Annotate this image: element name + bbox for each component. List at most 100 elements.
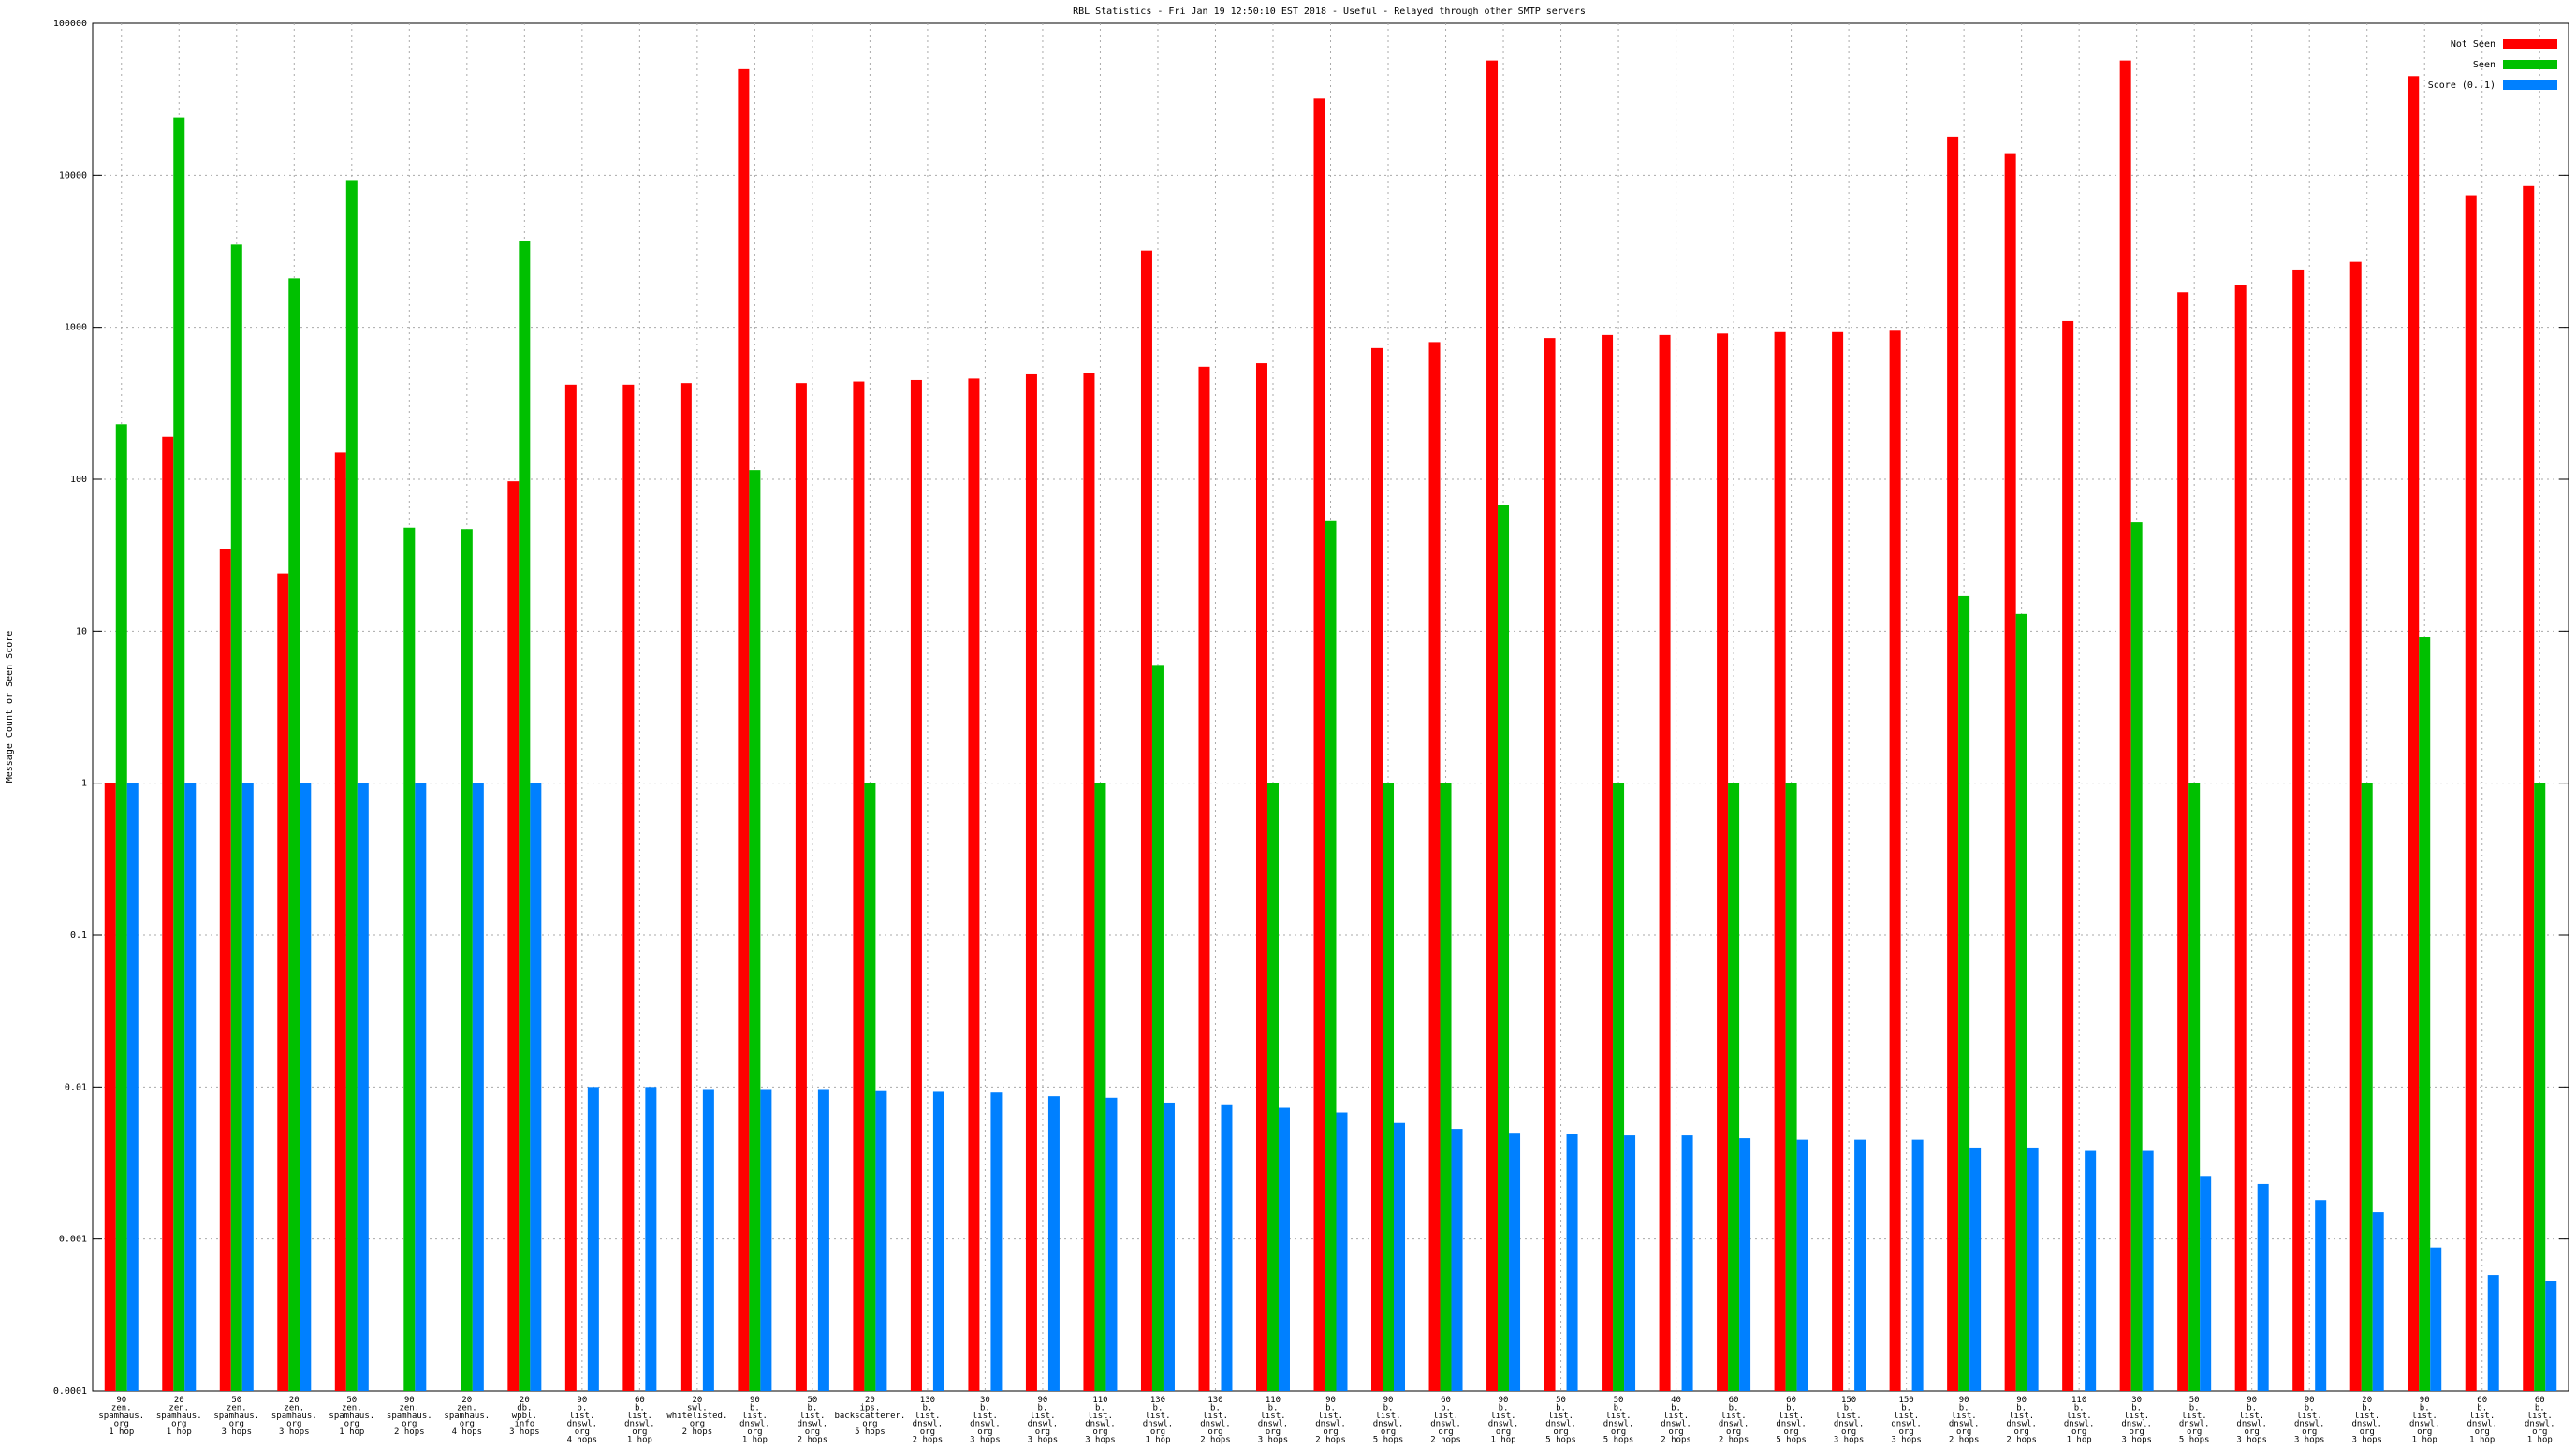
bar xyxy=(2234,285,2247,1392)
bar xyxy=(415,783,427,1391)
bar xyxy=(1336,1112,1348,1391)
bar xyxy=(1498,505,1510,1391)
bar xyxy=(2085,1150,2097,1391)
bar xyxy=(622,384,635,1391)
bar xyxy=(1613,783,1625,1391)
x-tick-label: 60 b. list. dnswl. org 5 hops xyxy=(1776,1396,1807,1445)
x-tick-label: 90 b. list. dnswl. org 2 hops xyxy=(1949,1396,1980,1445)
bar xyxy=(1739,1138,1751,1391)
x-tick-label: 150 b. list. dnswl. org 3 hops xyxy=(1834,1396,1865,1445)
bar xyxy=(1911,1139,1924,1391)
bar xyxy=(1544,338,1556,1392)
bar xyxy=(1681,1135,1693,1391)
bar xyxy=(1854,1139,1866,1391)
x-tick-label: 50 b. list. dnswl. org 5 hops xyxy=(1545,1396,1576,1445)
x-tick-label: 90 b. list. dnswl. org 1 hop xyxy=(739,1396,770,1445)
bar xyxy=(2534,783,2546,1391)
x-tick-label: 50 b. list. dnswl. org 2 hops xyxy=(798,1396,828,1445)
y-tick-label: 1 xyxy=(81,779,87,789)
bar xyxy=(2062,320,2074,1391)
bar xyxy=(230,244,242,1391)
bar xyxy=(1221,1104,1233,1391)
bar xyxy=(472,783,484,1391)
bar xyxy=(680,383,692,1391)
y-axis-label: Message Count or Seen Score xyxy=(5,631,15,783)
x-tick-label: 20 zen. spamhaus. org 1 hop xyxy=(156,1396,202,1437)
bar xyxy=(2465,195,2477,1391)
bar xyxy=(2523,185,2535,1391)
x-tick-label: 90 b. list. dnswl. org 4 hops xyxy=(567,1396,598,1445)
bar xyxy=(2419,637,2431,1391)
bar xyxy=(162,436,174,1391)
legend-label: Seen xyxy=(2473,60,2496,70)
bar xyxy=(530,783,542,1391)
x-tick-label: 50 zen. spamhaus. org 1 hop xyxy=(329,1396,374,1437)
bar xyxy=(749,470,761,1391)
bar xyxy=(2027,1147,2039,1391)
bar xyxy=(1440,783,1452,1391)
bar xyxy=(1728,783,1740,1391)
y-tick-label: 0.1 xyxy=(70,930,87,941)
bar xyxy=(1094,783,1106,1391)
bar xyxy=(1509,1133,1521,1391)
bar xyxy=(1717,333,1729,1391)
bar xyxy=(2257,1183,2269,1391)
x-tick-label: 90 zen. spamhaus. org 1 hop xyxy=(98,1396,144,1437)
bar xyxy=(1325,520,1337,1391)
y-tick-label: 0.01 xyxy=(65,1082,87,1092)
bar xyxy=(1832,331,1844,1391)
bar xyxy=(2361,783,2373,1391)
bar xyxy=(1774,331,1786,1391)
x-tick-label: 90 zen. spamhaus. org 2 hops xyxy=(387,1396,432,1437)
bar xyxy=(277,573,289,1391)
bar xyxy=(1394,1122,1406,1391)
x-tick-label: 60 b. list. dnswl. org 2 hops xyxy=(1719,1396,1749,1445)
x-tick-label: 40 b. list. dnswl. org 2 hops xyxy=(1661,1396,1691,1445)
bar xyxy=(1451,1129,1463,1391)
x-tick-label: 20 ips. backscatterer. org 5 hops xyxy=(834,1396,905,1437)
bar xyxy=(1796,1139,1808,1391)
legend-swatch xyxy=(2503,80,2557,90)
x-tick-label: 20 swl. whitelisted. org 2 hops xyxy=(666,1396,727,1437)
y-tick-label: 0.001 xyxy=(59,1235,87,1245)
bar xyxy=(126,783,139,1391)
bar xyxy=(1785,783,1797,1391)
bar xyxy=(288,278,300,1391)
bar xyxy=(1198,366,1210,1391)
x-tick-label: 130 b. list. dnswl. org 2 hops xyxy=(913,1396,944,1445)
bar xyxy=(702,1089,714,1391)
legend-label: Score (0..1) xyxy=(2428,80,2496,91)
x-tick-label: 20 b. list. dnswl. org 3 hops xyxy=(2351,1396,2382,1445)
bar xyxy=(219,549,231,1391)
bar xyxy=(2430,1247,2442,1391)
bar xyxy=(1428,342,1441,1391)
bar xyxy=(2004,153,2016,1392)
y-tick-label: 10 xyxy=(76,626,87,637)
x-tick-label: 90 b. list. dnswl. org 1 hop xyxy=(1488,1396,1519,1445)
bar xyxy=(1083,373,1095,1391)
bar xyxy=(1105,1097,1118,1391)
bar xyxy=(1602,334,1614,1392)
bar xyxy=(910,379,922,1392)
x-tick-label: 60 b. list. dnswl. org 1 hop xyxy=(2525,1396,2555,1445)
y-tick-label: 100000 xyxy=(53,19,87,29)
x-tick-label: 90 b. list. dnswl. org 5 hops xyxy=(1373,1396,1404,1445)
bar xyxy=(2188,783,2201,1391)
y-tick-label: 0.0001 xyxy=(53,1386,87,1397)
x-tick-label: 60 b. list. dnswl. org 2 hops xyxy=(1430,1396,1461,1445)
bar xyxy=(2408,76,2420,1391)
y-tick-label: 100 xyxy=(70,475,87,485)
x-tick-label: 130 b. list. dnswl. org 1 hop xyxy=(1143,1396,1174,1445)
x-tick-label: 90 b. list. dnswl. org 2 hops xyxy=(1315,1396,1346,1445)
bar xyxy=(184,783,197,1391)
bar xyxy=(853,381,865,1392)
bar xyxy=(2545,1281,2557,1391)
bar xyxy=(2487,1275,2499,1391)
bar xyxy=(1371,347,1383,1392)
bar xyxy=(1486,60,1499,1392)
x-tick-label: 20 zen. spamhaus. org 3 hops xyxy=(271,1396,317,1437)
x-tick-label: 30 b. list. dnswl. org 3 hops xyxy=(2121,1396,2152,1445)
bar xyxy=(1566,1134,1578,1391)
bar xyxy=(817,1089,829,1391)
bar xyxy=(2177,292,2189,1392)
